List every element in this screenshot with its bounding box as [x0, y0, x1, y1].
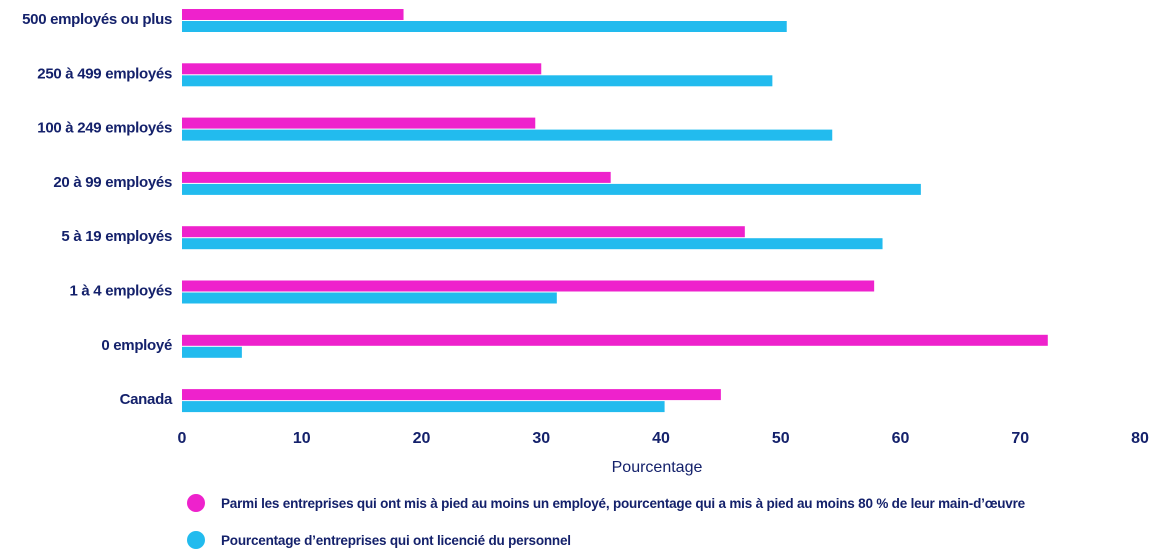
bar-layoff-any	[182, 21, 787, 32]
bar-layoff-any	[182, 183, 921, 195]
bar-layoff-any	[182, 401, 665, 413]
x-tick-label: 20	[413, 430, 431, 447]
category-label: 1 à 4 employés	[69, 283, 172, 300]
x-axis-ticks: 0 10 20 30 40 50 60 70 80	[178, 430, 1149, 447]
legend-label: Pourcentage d’entreprises qui ont licenc…	[221, 533, 571, 548]
bar-layoff-80pct	[182, 280, 875, 292]
x-tick-label: 50	[772, 430, 790, 447]
category-label: 5 à 19 employés	[61, 228, 172, 245]
bar-layoff-80pct	[182, 9, 404, 20]
x-tick-label: 0	[178, 430, 187, 447]
x-tick-label: 40	[652, 430, 670, 447]
x-tick-label: 80	[1131, 430, 1149, 447]
category-label: 100 à 249 employés	[37, 120, 172, 137]
legend-swatch	[187, 494, 205, 512]
x-tick-label: 60	[892, 430, 910, 447]
bar-layoff-any	[182, 346, 242, 358]
bars	[182, 9, 1048, 413]
x-tick-label: 70	[1011, 430, 1029, 447]
bar-layoff-any	[182, 238, 883, 250]
bar-layoff-any	[182, 75, 773, 87]
category-label: 20 à 99 employés	[53, 174, 172, 191]
category-label: 0 employé	[101, 337, 172, 354]
bar-layoff-80pct	[182, 334, 1048, 346]
bar-layoff-80pct	[182, 63, 542, 75]
legend-label: Parmi les entreprises qui ont mis à pied…	[221, 496, 1026, 511]
bar-layoff-80pct	[182, 226, 745, 238]
legend: Parmi les entreprises qui ont mis à pied…	[187, 494, 1026, 549]
bar-layoff-80pct	[182, 117, 536, 129]
category-label: 250 à 499 employés	[37, 65, 172, 82]
legend-swatch	[187, 531, 205, 549]
bar-layoff-80pct	[182, 171, 611, 183]
category-labels: 500 employés ou plus 250 à 499 employés 10…	[22, 11, 173, 408]
category-label: 500 employés ou plus	[22, 11, 172, 28]
bar-layoff-any	[182, 129, 833, 141]
bar-layoff-80pct	[182, 389, 721, 401]
bar-layoff-any	[182, 292, 557, 304]
x-axis-title: Pourcentage	[612, 459, 703, 476]
x-tick-label: 30	[532, 430, 550, 447]
x-tick-label: 10	[293, 430, 311, 447]
category-label: Canada	[120, 391, 173, 408]
